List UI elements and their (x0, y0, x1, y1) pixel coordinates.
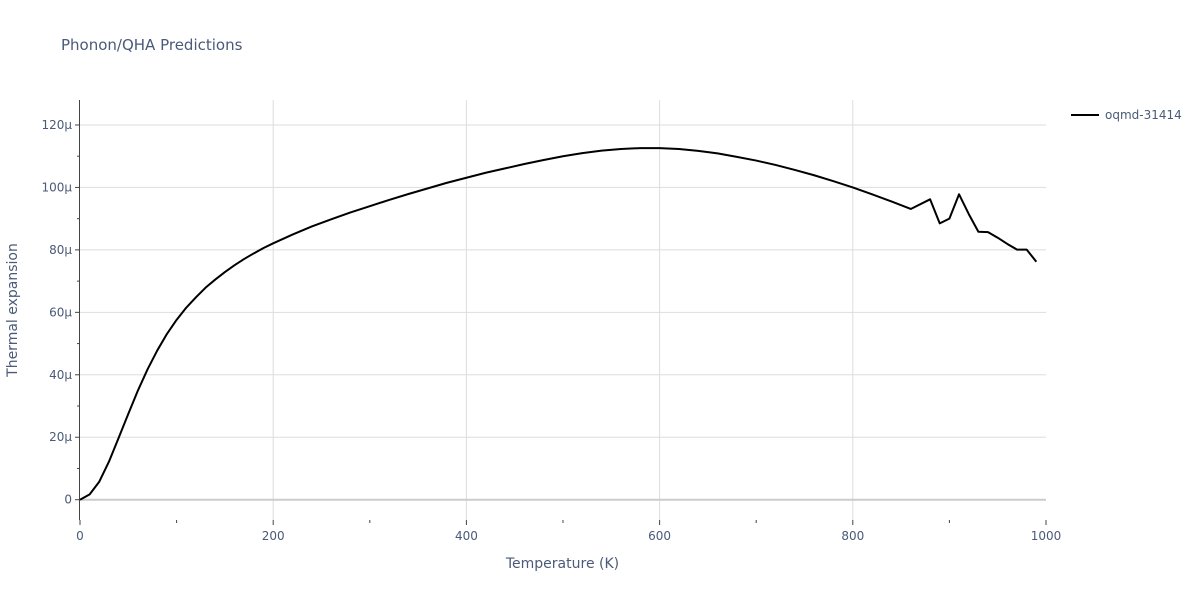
y-tick-label: 60μ (49, 305, 72, 319)
x-tick-labels: 0 200 400 600 800 1000 (76, 529, 1061, 543)
y-tick-label: 0 (64, 493, 72, 507)
y-tick-label: 80μ (49, 243, 72, 257)
y-tick-labels: 0 20μ 40μ 60μ 80μ 100μ 120μ (41, 118, 72, 507)
axes (75, 100, 1047, 525)
x-tick-label: 600 (648, 529, 671, 543)
chart-title: Phonon/QHA Predictions (61, 36, 243, 54)
series-line-oqmd-31414[interactable] (79, 147, 1038, 501)
legend-label[interactable]: oqmd-31414 (1105, 108, 1182, 122)
x-tick-label: 400 (455, 529, 478, 543)
series-layer (79, 147, 1038, 501)
legend[interactable]: oqmd-31414 (1071, 108, 1182, 122)
y-tick-label: 40μ (49, 368, 72, 382)
x-tick-label: 1000 (1031, 529, 1062, 543)
x-tick-label: 200 (262, 529, 285, 543)
gridlines (80, 100, 1046, 520)
x-axis-title: Temperature (K) (505, 556, 619, 572)
y-tick-label: 100μ (41, 180, 72, 194)
y-tick-label: 20μ (49, 430, 72, 444)
x-tick-label: 0 (76, 529, 84, 543)
y-tick-label: 120μ (41, 118, 72, 132)
y-axis-title: Thermal expansion (5, 243, 21, 378)
x-tick-label: 800 (841, 529, 864, 543)
